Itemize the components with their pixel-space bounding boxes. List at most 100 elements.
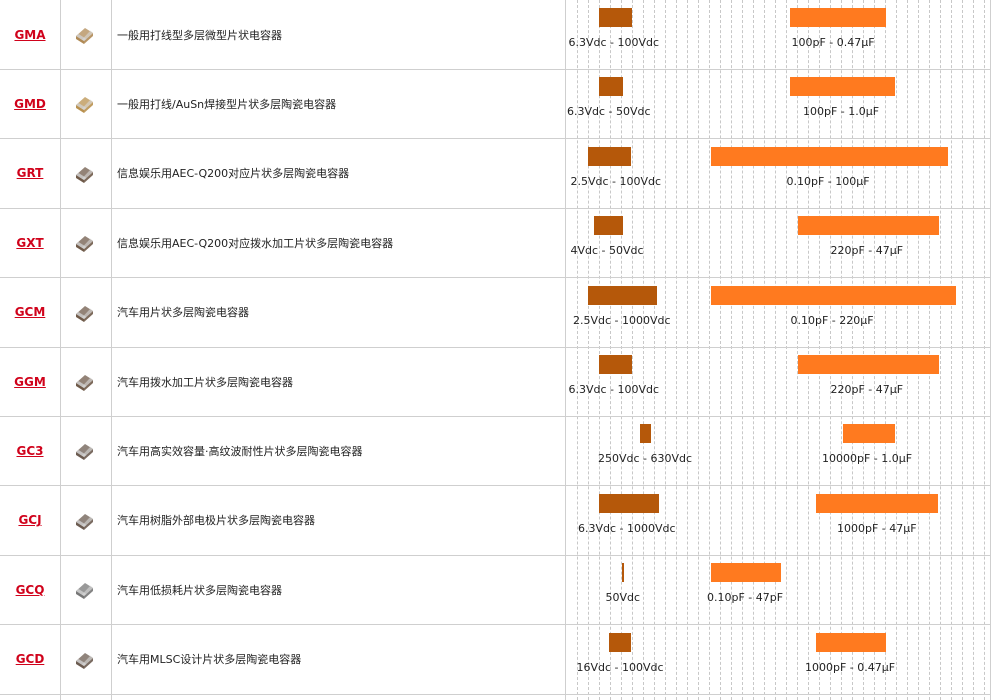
capacitance-range-bar — [790, 8, 886, 27]
voltage-range-bar — [622, 563, 624, 583]
voltage-range-label: 6.3Vdc - 100Vdc — [568, 383, 660, 396]
voltage-range-bar — [588, 146, 631, 166]
series-cell: GXT — [0, 208, 60, 277]
voltage-range-label: 2.5Vdc - 1000Vdc — [573, 313, 671, 327]
voltage-range-label: 6.3Vdc - 1000Vdc — [578, 521, 676, 535]
table-row: GMD 一般用打线/AuSn焊接型片状多层陶瓷电容器 6.3Vdc - 50Vdc 1… — [0, 69, 990, 140]
capacitance-range-bar — [843, 424, 895, 444]
capacitance-range-label: 0.10pF - 47pF — [707, 591, 784, 605]
voltage-range-bar — [599, 77, 623, 97]
chart-gridline — [808, 0, 809, 700]
voltage-range-bar — [599, 493, 659, 513]
capacitance-range-label: 10000pF - 1.0μF — [822, 452, 913, 466]
chip-capacitor-icon — [73, 163, 95, 185]
capacitance-range-bar — [816, 632, 886, 652]
product-description: 一般用打线/AuSn焊接型片状多层陶瓷电容器 — [117, 97, 337, 111]
chart-gridline — [643, 0, 644, 700]
chart-gridline — [731, 0, 732, 700]
voltage-range-bar — [599, 355, 632, 374]
chart-gridline — [599, 0, 600, 700]
table-row: GCJ 汽车用树脂外部电极片状多层陶瓷电容器 6.3Vdc - 1000Vdc 100… — [0, 486, 990, 556]
capacitance-range-bar — [798, 216, 939, 236]
voltage-range-label: 6.3Vdc - 50Vdc — [567, 105, 651, 119]
capacitance-range-label: 220pF - 47μF — [830, 244, 904, 258]
chart-gridline — [918, 0, 919, 700]
table-row: GMA 一般用打线型多层微型片状电容器 6.3Vdc - 100Vdc 100pF -… — [0, 0, 990, 70]
chip-capacitor-icon — [73, 440, 95, 462]
series-cell: GCQ — [0, 555, 60, 624]
table-row: GXT 信息娱乐用AEC-Q200对应拨水加工片状多层陶瓷电容器 4Vdc - 50… — [0, 208, 990, 279]
voltage-range-bar — [594, 216, 623, 236]
table-row: GC3 汽车用高实效容量·高纹波耐性片状多层陶瓷电容器 250Vdc - 630Vd… — [0, 416, 990, 487]
voltage-range-bar — [588, 285, 657, 305]
chart-gridline — [797, 0, 798, 700]
column-separator — [990, 0, 991, 700]
series-link-gmd[interactable]: GMD — [14, 96, 46, 111]
series-link-gxt[interactable]: GXT — [16, 235, 44, 250]
chart-gridline — [951, 0, 952, 700]
column-separator — [60, 0, 61, 700]
column-separator — [565, 0, 566, 700]
series-link-gcm[interactable]: GCM — [14, 305, 46, 320]
chart-gridline — [819, 0, 820, 700]
chart-gridline — [940, 0, 941, 700]
chart-gridline — [775, 0, 776, 700]
product-description: 信息娱乐用AEC-Q200对应片状多层陶瓷电容器 — [117, 167, 350, 181]
chart-gridline — [720, 0, 721, 700]
chart-gridline — [874, 0, 875, 700]
product-description: 汽车用低损耗片状多层陶瓷电容器 — [117, 583, 282, 597]
chart-gridline — [962, 0, 963, 700]
series-cell: GGM — [0, 347, 60, 416]
series-link-gma[interactable]: GMA — [14, 27, 46, 42]
chart-gridline — [929, 0, 930, 700]
series-cell: GRT — [0, 139, 60, 208]
product-description: 一般用打线型多层微型片状电容器 — [117, 28, 282, 42]
chart-gridline — [907, 0, 908, 700]
series-link-gcq[interactable]: GCQ — [15, 582, 45, 597]
chart-gridline — [764, 0, 765, 700]
chart-gridline — [841, 0, 842, 700]
chart-gridline — [830, 0, 831, 700]
chart-gridline — [665, 0, 666, 700]
chip-capacitor-icon — [73, 302, 95, 324]
chip-capacitor-icon — [73, 232, 95, 254]
capacitance-range-label: 100pF - 1.0μF — [803, 105, 880, 119]
series-link-gcj[interactable]: GCJ — [18, 513, 42, 528]
capacitance-range-label: 0.10pF - 100μF — [786, 174, 870, 188]
tan-chip-capacitor-icon — [73, 93, 95, 115]
voltage-range-bar — [640, 424, 651, 444]
column-separator — [111, 0, 112, 700]
chart-gridline — [973, 0, 974, 700]
chip-capacitor-icon — [73, 510, 95, 532]
chip-capacitor-icon — [73, 649, 95, 671]
chart-gridline — [687, 0, 688, 700]
voltage-range-bar — [609, 632, 631, 652]
chart-gridline — [742, 0, 743, 700]
capacitance-range-label: 100pF - 0.47μF — [791, 36, 875, 49]
series-cell: GCD — [0, 625, 60, 694]
capacitance-range-label: 220pF - 47μF — [830, 383, 904, 396]
chart-gridline — [698, 0, 699, 700]
series-link-grt[interactable]: GRT — [16, 166, 44, 181]
voltage-range-label: 4Vdc - 50Vdc — [570, 244, 644, 258]
product-description: 汽车用MLSC设计片状多层陶瓷电容器 — [117, 653, 302, 667]
grey-chip-capacitor-icon — [73, 579, 95, 601]
chart-gridline — [676, 0, 677, 700]
capacitance-range-bar — [711, 285, 956, 305]
capacitance-range-label: 1000pF - 0.47μF — [805, 660, 896, 674]
series-cell: GCJ — [0, 486, 60, 555]
series-link-gcd[interactable]: GCD — [15, 652, 45, 667]
chart-gridline — [632, 0, 633, 700]
chart-gridline — [621, 0, 622, 700]
chart-gridline — [786, 0, 787, 700]
table-row: GGM 汽车用拨水加工片状多层陶瓷电容器 6.3Vdc - 100Vdc 220pF … — [0, 347, 990, 417]
table-row: GCD 汽车用MLSC设计片状多层陶瓷电容器 16Vdc - 100Vdc 1000p… — [0, 625, 990, 695]
capacitance-range-label: 1000pF - 47μF — [837, 521, 917, 535]
series-link-ggm[interactable]: GGM — [14, 374, 46, 389]
product-description: 汽车用高实效容量·高纹波耐性片状多层陶瓷电容器 — [117, 444, 363, 458]
chart-gridline — [753, 0, 754, 700]
capacitance-range-label: 0.10pF - 220μF — [790, 313, 874, 327]
series-cell: GC3 — [0, 416, 60, 485]
tan-chip-capacitor-icon — [73, 24, 95, 46]
series-link-gc3[interactable]: GC3 — [16, 443, 44, 458]
